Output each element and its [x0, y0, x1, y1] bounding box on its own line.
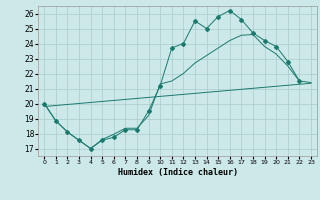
- X-axis label: Humidex (Indice chaleur): Humidex (Indice chaleur): [118, 168, 238, 177]
